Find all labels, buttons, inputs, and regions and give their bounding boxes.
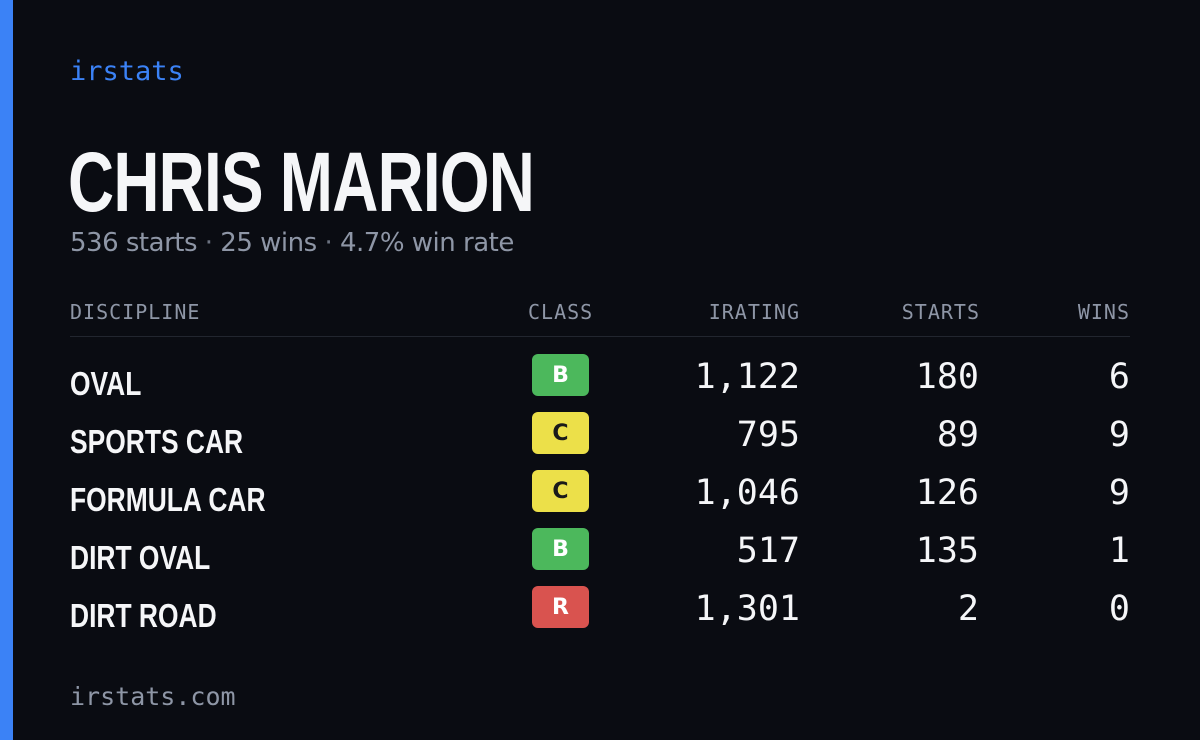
table-row: OVAL B 1,122 180 6 — [70, 352, 1130, 410]
accent-bar — [0, 0, 13, 740]
irating-value: 1,046 — [694, 473, 800, 513]
page-title: CHRIS MARION — [68, 135, 535, 229]
irating-value: 517 — [736, 531, 800, 571]
player-summary: 536 starts · 25 wins · 4.7% win rate — [70, 228, 514, 258]
table-row: DIRT ROAD R 1,301 2 0 — [70, 584, 1130, 642]
column-header-class: CLASS — [528, 300, 594, 324]
wins-summary: 25 wins — [220, 228, 317, 258]
column-header-irating: IRATING — [708, 300, 800, 324]
starts-value: 2 — [957, 589, 979, 629]
separator: · — [324, 228, 333, 258]
win-rate-summary: 4.7% win rate — [339, 228, 514, 258]
starts-value: 89 — [936, 415, 979, 455]
separator: · — [204, 228, 213, 258]
wins-value: 6 — [1108, 357, 1130, 397]
table-row: SPORTS CAR C 795 89 9 — [70, 410, 1130, 468]
table-header: DISCIPLINE CLASS IRATING STARTS WINS — [70, 300, 1130, 337]
wins-value: 0 — [1108, 589, 1130, 629]
brand-logo: irstats — [70, 56, 184, 87]
starts-value: 126 — [915, 473, 979, 513]
column-header-starts: STARTS — [901, 300, 980, 324]
class-badge: C — [532, 412, 589, 454]
stats-table: OVAL B 1,122 180 6 SPORTS CAR C 795 89 9… — [70, 352, 1130, 642]
irating-value: 1,122 — [694, 357, 800, 397]
discipline-name: DIRT ROAD — [70, 597, 217, 634]
column-header-wins: WINS — [1077, 300, 1130, 324]
irating-value: 795 — [736, 415, 800, 455]
discipline-name: DIRT OVAL — [70, 539, 211, 576]
irating-value: 1,301 — [694, 589, 800, 629]
class-badge: B — [532, 528, 589, 570]
wins-value: 9 — [1108, 415, 1130, 455]
table-row: DIRT OVAL B 517 135 1 — [70, 526, 1130, 584]
discipline-name: OVAL — [70, 365, 142, 402]
table-row: FORMULA CAR C 1,046 126 9 — [70, 468, 1130, 526]
class-badge: B — [532, 354, 589, 396]
wins-value: 9 — [1108, 473, 1130, 513]
starts-summary: 536 starts — [70, 228, 198, 258]
starts-value: 180 — [915, 357, 979, 397]
starts-value: 135 — [915, 531, 979, 571]
discipline-name: FORMULA CAR — [70, 481, 266, 518]
discipline-name: SPORTS CAR — [70, 423, 244, 460]
footer-link[interactable]: irstats.com — [70, 682, 236, 711]
class-badge: R — [532, 586, 589, 628]
class-badge: C — [532, 470, 589, 512]
column-header-discipline: DISCIPLINE — [70, 300, 201, 324]
wins-value: 1 — [1108, 531, 1130, 571]
